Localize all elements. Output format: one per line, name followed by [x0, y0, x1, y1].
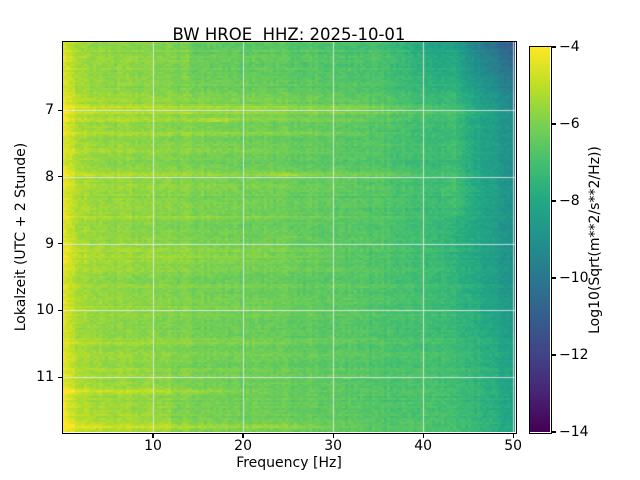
- x-tick-label: 20: [234, 438, 252, 454]
- colorbar-tick-label: −6: [559, 116, 580, 132]
- colorbar-tick-mark: [551, 354, 556, 356]
- y-tick-mark: [57, 243, 62, 245]
- y-tick-label: 7: [45, 102, 54, 119]
- colorbar-tick-mark: [551, 200, 556, 202]
- x-tick-label: 40: [414, 438, 433, 454]
- x-tick-mark: [152, 433, 154, 438]
- y-tick-label: 8: [45, 168, 54, 185]
- x-tick-mark: [332, 433, 334, 438]
- x-tick-mark: [512, 433, 514, 438]
- colorbar-tick-label: −10: [559, 270, 589, 286]
- x-tick-label: 30: [324, 438, 343, 454]
- colorbar-tick-mark: [551, 277, 556, 279]
- colorbar-label: Log10(Sqrt(m**2/s**2/Hz)): [587, 146, 603, 334]
- y-tick-mark: [57, 176, 62, 178]
- colorbar-tick-mark: [551, 431, 556, 433]
- plot-title: BW HROE HHZ: 2025-10-01: [172, 25, 406, 44]
- y-tick-label: 9: [45, 235, 54, 252]
- x-tick-label: 10: [144, 438, 162, 454]
- y-axis-label: Lokalzeit (UTC + 2 Stunde): [13, 142, 29, 332]
- x-tick-mark: [422, 433, 424, 438]
- colorbar: [530, 47, 550, 432]
- colorbar-tick-label: −8: [559, 193, 580, 209]
- x-axis-label: Frequency [Hz]: [236, 455, 342, 471]
- y-tick-label: 11: [36, 369, 54, 386]
- y-tick-mark: [57, 309, 62, 312]
- y-tick-mark: [57, 109, 62, 111]
- colorbar-tick-label: −14: [559, 424, 589, 440]
- colorbar-tick-mark: [551, 123, 556, 125]
- y-tick-mark: [57, 376, 62, 378]
- colorbar-tick-mark: [551, 46, 556, 48]
- x-tick-label: 50: [504, 438, 523, 454]
- x-tick-mark: [242, 433, 244, 438]
- spectrogram-heatmap: [63, 42, 515, 432]
- y-tick-label: 10: [36, 302, 54, 319]
- colorbar-tick-label: −4: [559, 39, 580, 55]
- colorbar-tick-label: −12: [559, 347, 589, 363]
